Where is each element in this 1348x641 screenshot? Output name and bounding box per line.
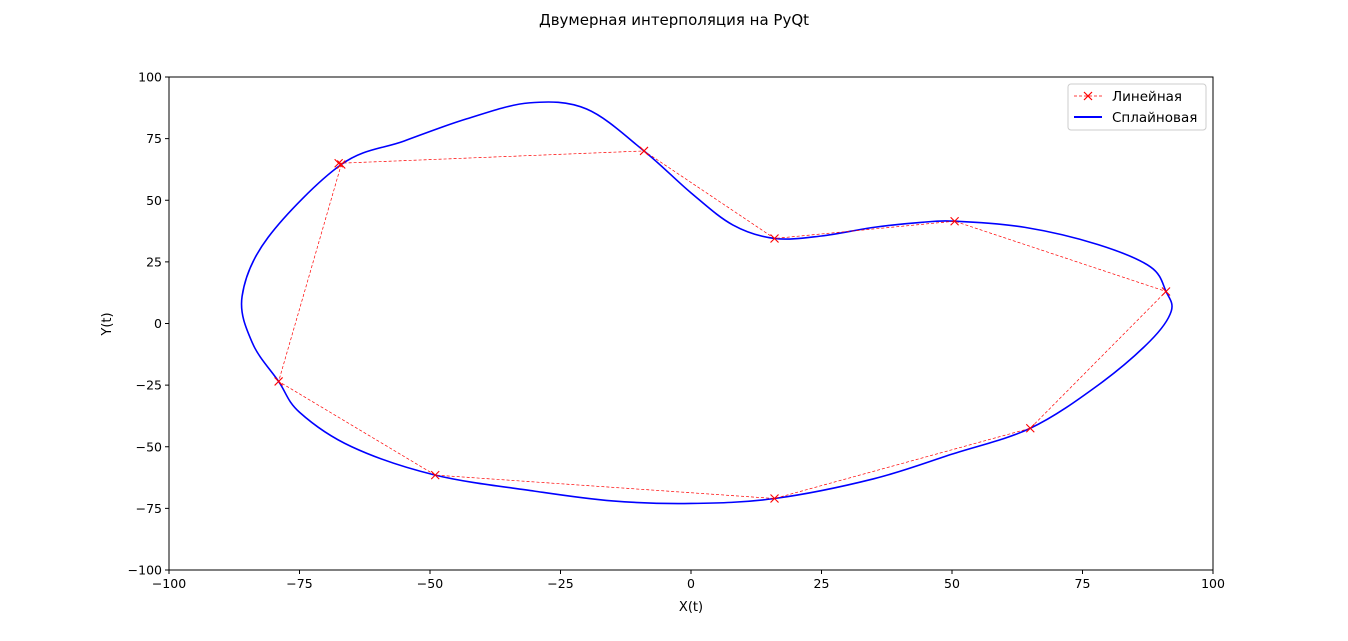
y-tick-label-7: 75: [146, 131, 162, 146]
series-linear-line: [278, 150, 1167, 499]
linear-point-10: [336, 160, 346, 169]
y-tick-label-5: 25: [146, 254, 162, 269]
x-tick-label-1: −75: [286, 576, 312, 591]
y-tick-label-6: 50: [146, 193, 162, 208]
linear-point-7: [770, 494, 779, 503]
y-tick-label-0: −100: [128, 563, 162, 578]
x-tick-label-5: 25: [814, 576, 830, 591]
y-tick-label-1: −75: [136, 501, 162, 516]
linear-point-2: [639, 146, 649, 156]
plot-area: [168, 76, 1214, 571]
linear-point-8: [430, 470, 440, 480]
axes-frame: [168, 76, 1214, 571]
y-axis-ticks: −100 −75 −50 −25 0 25 50 75 100: [128, 70, 169, 578]
x-tick-label-7: 75: [1075, 576, 1091, 591]
x-tick-label-0: −100: [152, 576, 186, 591]
linear-point-3: [770, 234, 779, 243]
legend-frame: [1067, 83, 1207, 131]
legend: Линейная Сплайновая: [1067, 83, 1207, 131]
y-tick-label-8: 100: [138, 70, 162, 85]
linear-point-5: [1161, 287, 1171, 296]
x-tick-label-8: 100: [1201, 576, 1225, 591]
y-tick-label-3: −25: [136, 378, 162, 393]
linear-point-6: [1025, 423, 1035, 433]
y-axis-label: Y(t): [100, 312, 115, 336]
x-tick-label-4: 0: [687, 576, 695, 591]
linear-point-4: [950, 216, 959, 226]
x-axis-ticks: −100 −75 −50 −25 0 25 50 75 100: [152, 570, 1225, 591]
x-tick-label-6: 50: [944, 576, 960, 591]
x-tick-label-3: −25: [547, 576, 573, 591]
linear-point-1: [334, 158, 344, 168]
y-tick-label-2: −50: [136, 439, 162, 454]
legend-marker-linear: [1083, 91, 1093, 101]
chart-title: Двумерная интерполяция на PyQt: [539, 11, 809, 29]
y-tick-label-4: 0: [154, 316, 162, 331]
x-axis-label: X(t): [679, 600, 703, 615]
legend-label-spline: Сплайновая: [1112, 110, 1197, 126]
linear-point-9: [274, 377, 284, 386]
legend-label-linear: Линейная: [1112, 89, 1182, 105]
series-spline-line: [240, 101, 1173, 505]
x-tick-label-2: −50: [417, 576, 443, 591]
